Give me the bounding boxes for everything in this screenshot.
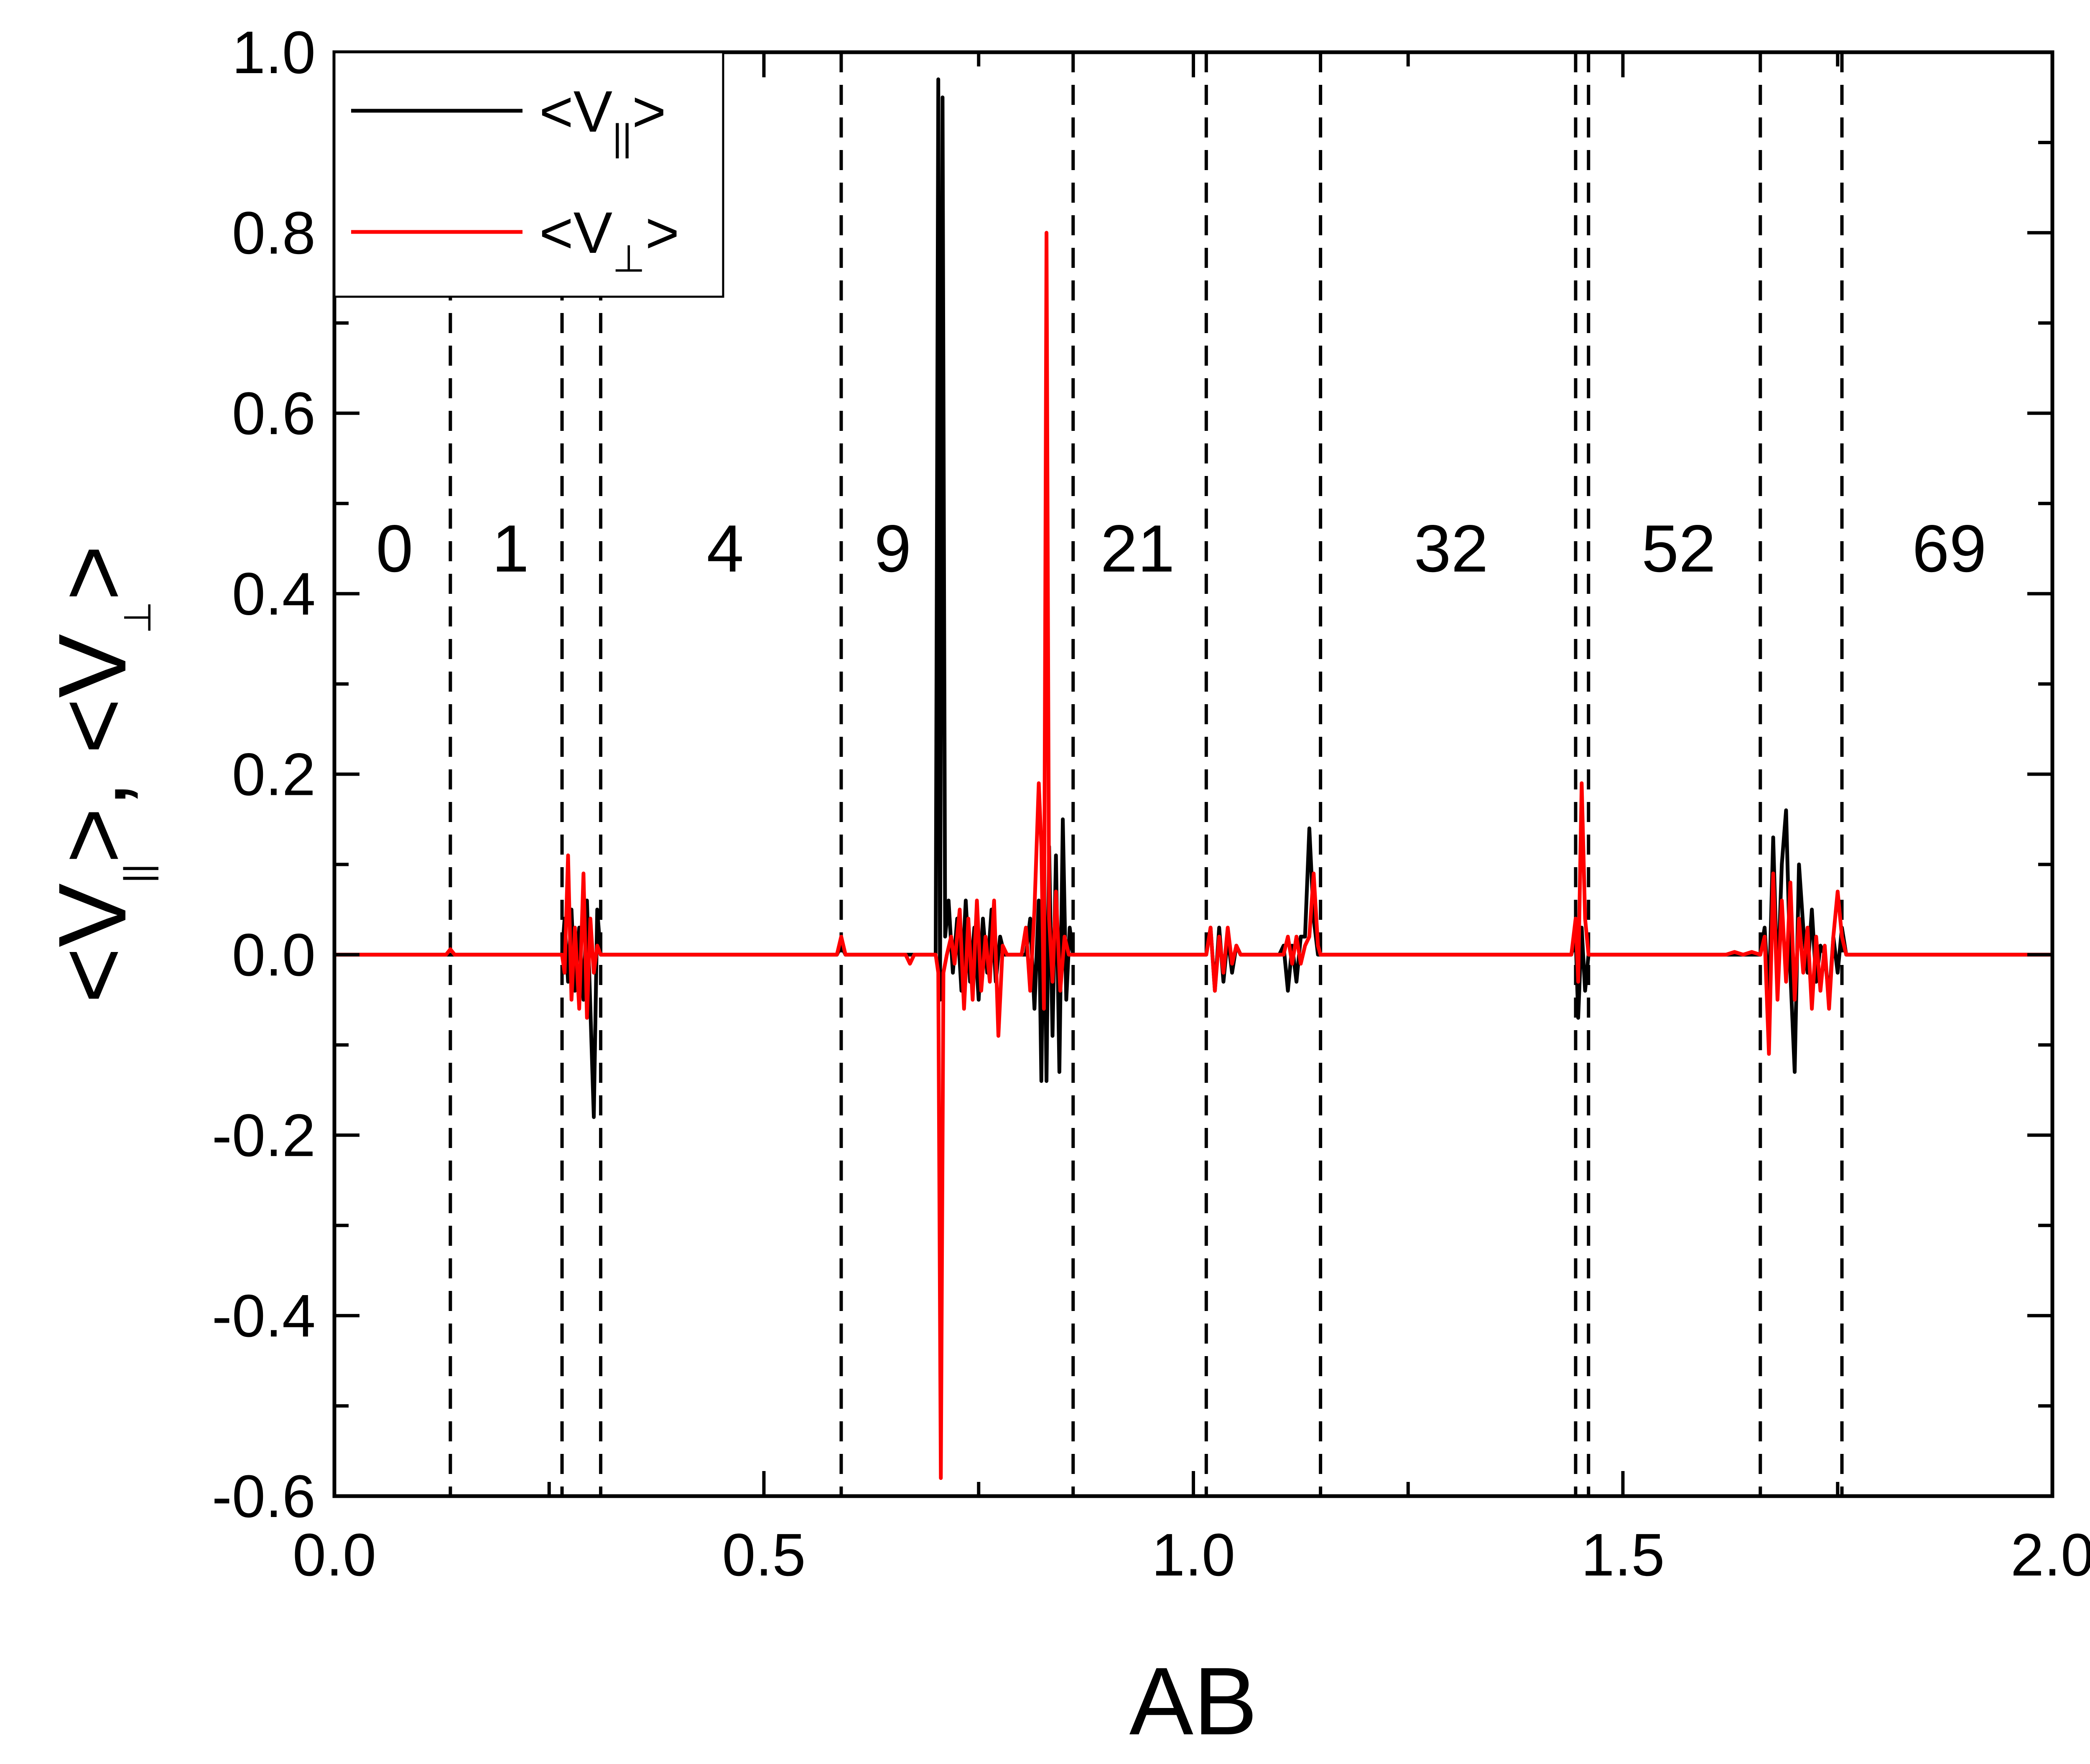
y-tick-label-3: 0.0 — [232, 921, 316, 988]
series-line-1 — [334, 231, 2052, 1480]
y-tick-label-4: 0.2 — [232, 741, 316, 808]
y-title-perp-sub: ⊥ — [117, 601, 159, 634]
legend-label-close-0: > — [632, 79, 666, 144]
region-label-4: 21 — [1100, 511, 1175, 586]
legend-label-1: <V⊥> — [539, 200, 679, 280]
region-label-7: 69 — [1912, 511, 1986, 586]
data-series — [334, 77, 2052, 1480]
region-label-0: 0 — [376, 511, 413, 586]
region-label-6: 52 — [1641, 511, 1716, 586]
region-label-1: 1 — [492, 511, 529, 586]
x-tick-label-0: 0.0 — [293, 1521, 376, 1588]
y-title-parallel-sub: || — [117, 864, 159, 883]
legend-label-sub-1: ⊥ — [612, 238, 645, 280]
region-label-3: 9 — [874, 511, 911, 586]
x-tick-label-2: 1.0 — [1152, 1521, 1235, 1588]
y-tick-label-2: -0.2 — [212, 1102, 316, 1169]
axis-tick-labels: 0.0 0.5 1.0 1.5 2.0 -0.6 -0.4 -0.2 0.0 0.2 0.4 0.6 0… — [212, 19, 2090, 1588]
legend-label-0: <V||> — [539, 79, 666, 159]
x-tick-label-3: 1.5 — [1581, 1521, 1664, 1588]
y-tick-label-0: -0.6 — [212, 1463, 316, 1530]
y-tick-label-1: -0.4 — [212, 1282, 316, 1349]
y-title-separator: >, <V — [38, 634, 146, 864]
legend-label-sub-0: || — [612, 117, 632, 159]
x-tick-label-1: 0.5 — [722, 1521, 805, 1588]
y-axis-title: <V||>, <V⊥> — [38, 545, 159, 1003]
y-tick-label-6: 0.6 — [232, 380, 316, 447]
y-tick-label-7: 0.8 — [232, 199, 316, 267]
legend: <V||><V⊥> — [333, 51, 724, 298]
y-tick-label-8: 1.0 — [232, 19, 316, 86]
x-tick-label-4: 2.0 — [2011, 1521, 2090, 1588]
x-axis-title: AB — [1129, 1647, 1258, 1755]
legend-label-main-1: <V — [539, 200, 612, 265]
region-labels: 0 1 4 9 21 32 52 69 — [376, 511, 1986, 586]
y-title-suffix: > — [38, 545, 146, 601]
legend-box — [333, 51, 724, 298]
region-label-5: 32 — [1414, 511, 1488, 586]
legend-label-main-0: <V — [539, 79, 612, 144]
y-title-prefix: <V — [38, 883, 146, 1003]
y-tick-label-5: 0.4 — [232, 560, 316, 628]
legend-label-close-1: > — [645, 200, 680, 265]
axis-titles: AB <V||>, <V⊥> — [38, 545, 1257, 1755]
region-label-2: 4 — [707, 511, 744, 586]
